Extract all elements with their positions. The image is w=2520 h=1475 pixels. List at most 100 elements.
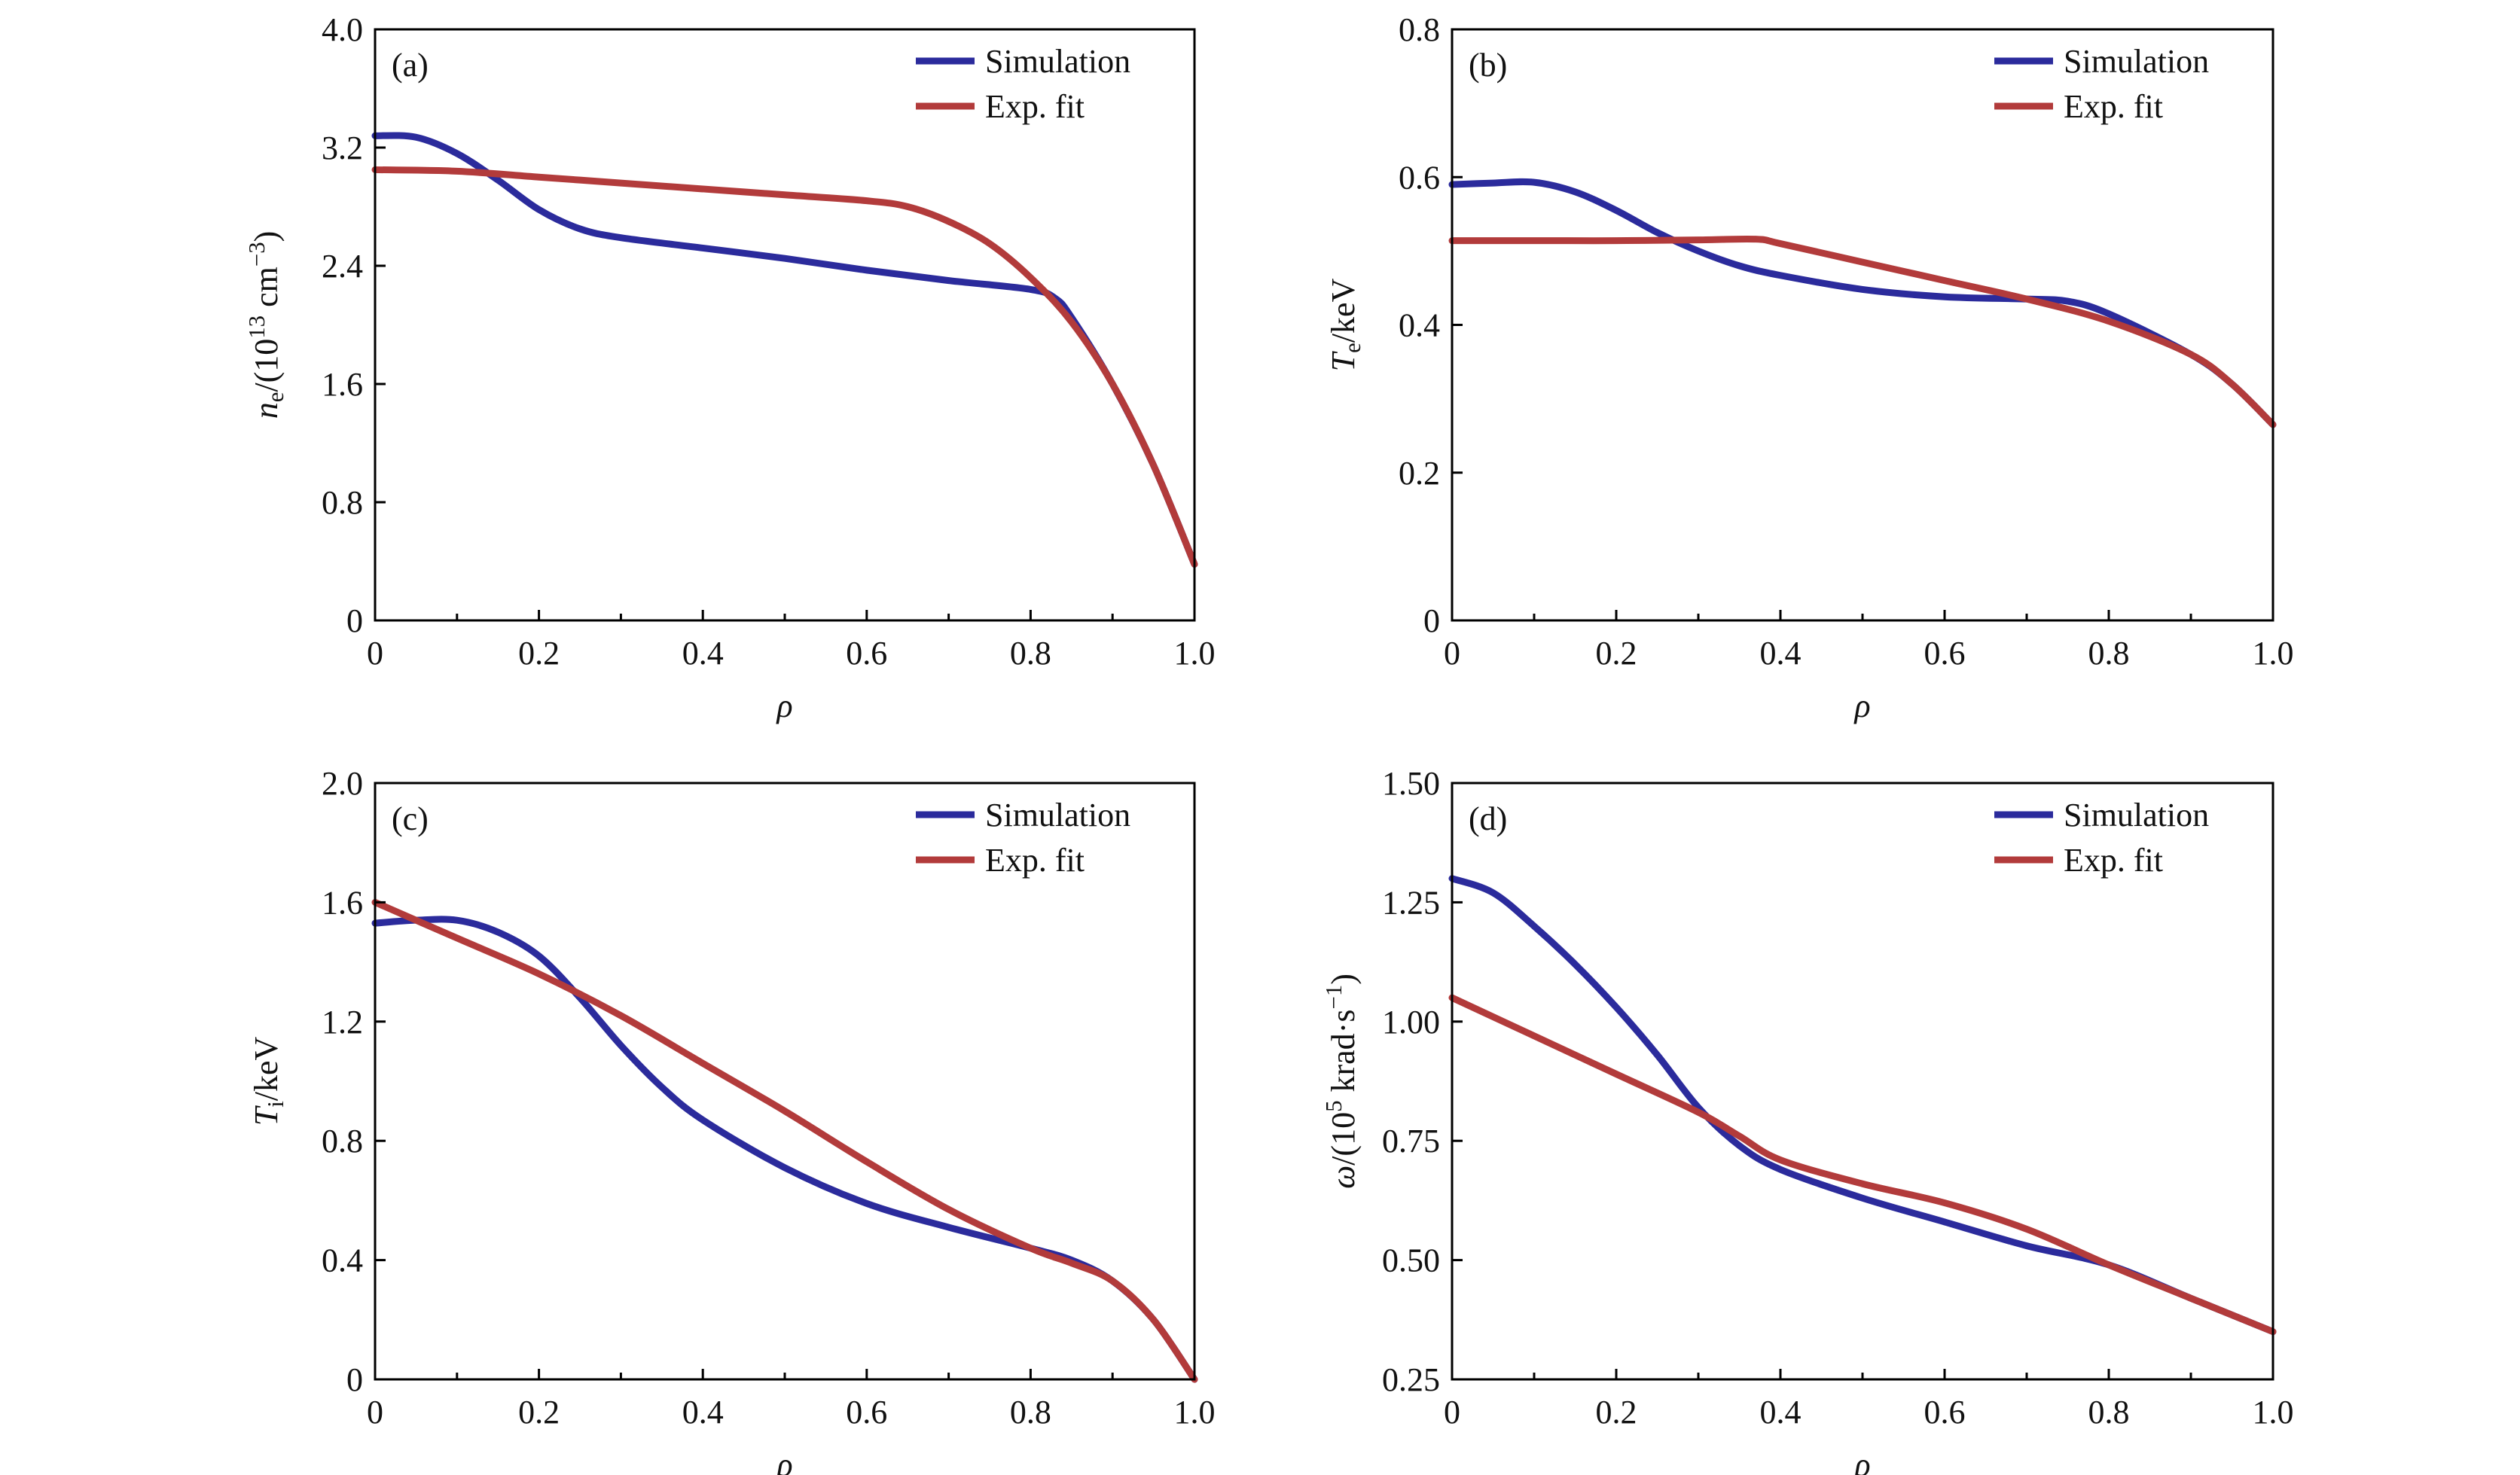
x-tick-label: 0.8	[1010, 1394, 1051, 1431]
y-tick-label: 0.4	[1399, 307, 1440, 344]
legend: Simulation Exp. fit	[1994, 797, 2209, 879]
y-tick-label: 1.2	[322, 1004, 363, 1041]
series-line-exp-fit	[1448, 994, 2277, 1336]
y-tick-label: 0	[1423, 602, 1440, 639]
x-tick-label: 0	[367, 1394, 383, 1431]
y-axis-label-part: krad·s	[1325, 1010, 1362, 1101]
x-tick-label: 0.4	[682, 1394, 724, 1431]
y-tick-label: 1.50	[1382, 765, 1440, 802]
legend: Simulation Exp. fit	[1994, 43, 2209, 125]
y-axis-label: Ti/keV	[248, 1036, 288, 1126]
y-axis-label-part: i	[263, 1101, 288, 1108]
y-axis-label-part: −1	[1321, 985, 1347, 1010]
series-line-simulation	[1448, 178, 2277, 428]
panel-label: (a)	[392, 47, 429, 84]
y-tick-label: 0.8	[322, 1123, 363, 1160]
x-axis-label: ρ	[775, 1446, 792, 1475]
x-tick-label: 0.6	[846, 635, 887, 672]
legend-label: Simulation	[985, 43, 1130, 80]
x-tick-label: 0.2	[518, 1394, 560, 1431]
x-tick-label: 1.0	[2253, 635, 2294, 672]
legend-label: Simulation	[2064, 43, 2209, 80]
x-axis-label: ρ	[1853, 687, 1870, 724]
series-line-simulation	[371, 916, 1198, 1383]
y-tick-label: 2.4	[322, 248, 363, 285]
panel-b: 0 0.2 0.4 0.6 0.8 1.0 0 0.2 0.4 0.6 0.8 ρ Te/keV (b) S…	[1325, 11, 2294, 724]
y-tick-label: 0.2	[1399, 455, 1440, 492]
x-tick-label: 1.0	[1174, 1394, 1216, 1431]
y-axis-label-part: e	[263, 392, 288, 403]
y-tick-label: 0	[346, 602, 363, 639]
x-tick-label: 0.2	[518, 635, 560, 672]
y-axis-label-part: /(10	[1325, 1112, 1362, 1166]
y-axis-label-part: n	[248, 402, 285, 419]
panel-label: (c)	[392, 800, 429, 837]
y-axis-label-part: T	[1325, 350, 1362, 371]
y-axis-label-part: )	[1325, 974, 1362, 985]
x-tick-label: 0.8	[2088, 1394, 2130, 1431]
y-axis-label-part: /keV	[1325, 278, 1362, 343]
y-tick-label: 1.00	[1382, 1004, 1440, 1041]
x-axis-label: ρ	[775, 687, 792, 724]
y-tick-label: 3.2	[322, 130, 363, 166]
legend-label: Exp. fit	[985, 842, 1085, 879]
series-line-exp-fit	[371, 166, 1198, 568]
legend-label: Exp. fit	[2064, 842, 2163, 879]
panel-label: (b)	[1469, 47, 1507, 84]
y-axis-label-part: 5	[1321, 1101, 1347, 1112]
y-tick-label: 0.6	[1399, 159, 1440, 196]
x-tick-label: 0.8	[2088, 635, 2130, 672]
series-line-exp-fit	[371, 898, 1198, 1383]
x-tick-label: 0.8	[1010, 635, 1051, 672]
y-axis-label-part: /keV	[248, 1036, 285, 1101]
y-tick-label: 0.4	[322, 1242, 363, 1279]
panel-a: 0 0.2 0.4 0.6 0.8 1.0 0 0.8 1.6 2.4 3.2 4.0 ρ ne/(101…	[244, 11, 1216, 724]
series-line-simulation	[1448, 875, 2277, 1336]
legend-label: Exp. fit	[985, 88, 1085, 125]
panel-c: 0 0.2 0.4 0.6 0.8 1.0 0 0.4 0.8 1.2 1.6 2.0 ρ Ti/keV (…	[248, 765, 1216, 1475]
y-tick-label: 0.8	[1399, 11, 1440, 48]
y-tick-label: 4.0	[322, 11, 363, 48]
panel-d: 0 0.2 0.4 0.6 0.8 1.0 0.25 0.50 0.75 1.00 1.25 1.50…	[1321, 765, 2294, 1475]
y-tick-label: 1.6	[322, 366, 363, 403]
x-tick-label: 0.6	[1924, 1394, 1966, 1431]
legend: Simulation Exp. fit	[916, 43, 1130, 125]
y-tick-label: 0.25	[1382, 1361, 1440, 1398]
x-tick-label: 1.0	[2253, 1394, 2294, 1431]
x-axis-label: ρ	[1853, 1446, 1870, 1475]
y-axis-label-part: /(10	[248, 339, 285, 392]
x-tick-label: 0.4	[1760, 1394, 1802, 1431]
y-axis-label-part: 13	[244, 315, 270, 339]
y-axis-label-part: )	[248, 231, 285, 242]
y-axis-label-part: ω	[1325, 1166, 1362, 1189]
y-axis-label: Te/keV	[1325, 278, 1365, 371]
x-tick-label: 1.0	[1174, 635, 1216, 672]
x-tick-label: 0.6	[1924, 635, 1966, 672]
x-tick-label: 0.4	[1760, 635, 1802, 672]
x-tick-label: 0	[1444, 635, 1460, 672]
y-tick-label: 2.0	[322, 765, 363, 802]
legend-label: Exp. fit	[2064, 88, 2163, 125]
y-tick-label: 0	[346, 1361, 363, 1398]
y-axis-label-part: cm	[248, 267, 285, 315]
y-axis-label-part: e	[1340, 343, 1365, 353]
x-tick-label: 0.2	[1596, 1394, 1637, 1431]
y-tick-label: 0.8	[322, 484, 363, 521]
x-tick-label: 0.4	[682, 635, 724, 672]
y-axis-label-part: −3	[244, 242, 270, 267]
y-axis-label-part: T	[248, 1105, 285, 1126]
x-tick-label: 0.6	[846, 1394, 887, 1431]
x-tick-label: 0.2	[1596, 635, 1637, 672]
legend-label: Simulation	[2064, 797, 2209, 833]
legend: Simulation Exp. fit	[916, 797, 1130, 879]
series-line-simulation	[371, 132, 1198, 568]
y-axis-label: ω/(105 krad·s−1)	[1321, 974, 1362, 1189]
series-line-exp-fit	[1448, 235, 2277, 428]
y-tick-label: 0.50	[1382, 1242, 1440, 1279]
x-tick-label: 0	[367, 635, 383, 672]
legend-label: Simulation	[985, 797, 1130, 833]
y-tick-label: 1.6	[322, 884, 363, 921]
y-axis-label: ne/(1013 cm−3)	[244, 231, 288, 419]
panel-label: (d)	[1469, 800, 1507, 837]
